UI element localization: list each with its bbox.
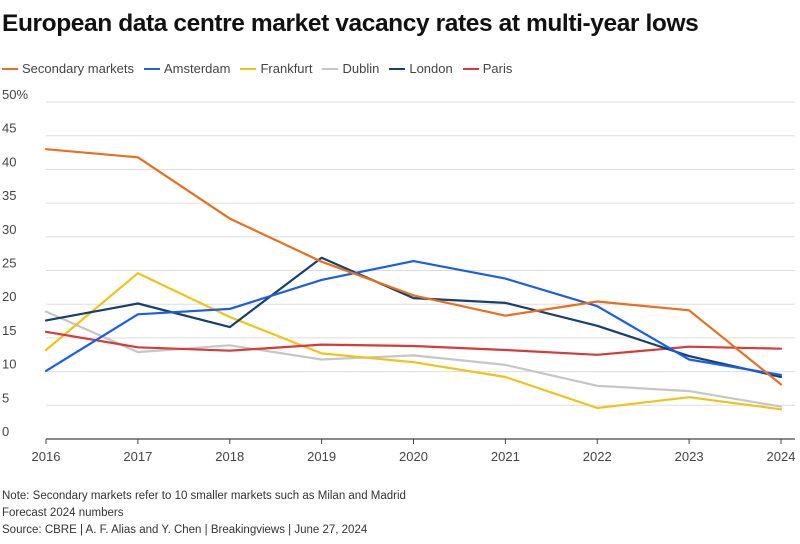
x-tick-label-2017: 2017: [123, 449, 152, 464]
legend-swatch-frankfurt: [240, 67, 257, 70]
x-tick-label-2018: 2018: [215, 449, 244, 464]
x-tick-label-2020: 2020: [399, 449, 428, 464]
legend-item-london: London: [389, 61, 453, 76]
legend-item-secondary-markets: Secondary markets: [2, 61, 134, 76]
legend-label-amsterdam: Amsterdam: [164, 61, 231, 76]
forecast-note: Forecast 2024 numbers: [2, 507, 124, 519]
x-tick-label-2019: 2019: [307, 449, 336, 464]
legend-label-dublin: Dublin: [342, 61, 380, 76]
series-line-frankfurt: [44, 272, 783, 411]
legend-swatch-london: [389, 67, 406, 70]
y-tick-labels: 0 5 10 15 20 25 30 35 40 45 50%: [2, 87, 28, 439]
x-tick-label-2021: 2021: [491, 449, 520, 464]
grid-layer: [46, 101, 795, 440]
series-line-amsterdam: [44, 260, 783, 377]
series-lines: [44, 148, 783, 411]
legend-item-paris: Paris: [462, 61, 513, 76]
footnote: Note: Secondary markets refer to 10 smal…: [2, 490, 406, 502]
legend-swatch-dublin: [322, 67, 339, 70]
chart-title: European data centre market vacancy rate…: [2, 10, 699, 37]
x-tick-label-2024: 2024: [767, 449, 796, 464]
legend-label-frankfurt: Frankfurt: [260, 61, 313, 76]
notes: Note: Secondary markets refer to 10 smal…: [2, 488, 406, 539]
y-tick-label-35: 35: [2, 188, 16, 203]
y-tick-label-0: 0: [2, 424, 9, 439]
legend: Secondary markets Amsterdam Frankfurt Du…: [2, 61, 522, 76]
y-tick-label-30: 30: [2, 222, 16, 237]
series-line-paris: [44, 330, 783, 356]
legend-swatch-paris: [462, 67, 479, 70]
y-tick-label-50: 50%: [2, 87, 28, 102]
y-tick-label-40: 40: [2, 154, 16, 169]
y-tick-label-25: 25: [2, 256, 16, 271]
y-tick-label-15: 15: [2, 323, 16, 338]
series-line-secondary-markets: [44, 148, 783, 386]
x-tick-label-2023: 2023: [675, 449, 704, 464]
legend-label-paris: Paris: [482, 61, 513, 76]
legend-item-amsterdam: Amsterdam: [144, 61, 230, 76]
y-tick-label-5: 5: [2, 390, 9, 405]
x-tick-labels: 2016 2017 2018 2019 2020 2021 2022 2023 2024: [32, 439, 796, 464]
legend-label-secondary-markets: Secondary markets: [22, 61, 134, 76]
x-tick-label-2016: 2016: [32, 449, 61, 464]
y-tick-label-45: 45: [2, 121, 16, 136]
series-line-dublin: [44, 310, 783, 408]
legend-item-frankfurt: Frankfurt: [240, 61, 312, 76]
legend-item-dublin: Dublin: [322, 61, 379, 76]
source-line: Source: CBRE | A. F. Alias and Y. Chen |…: [2, 524, 368, 536]
legend-label-london: London: [409, 61, 453, 76]
x-tick-label-2022: 2022: [583, 449, 612, 464]
series-line-london: [44, 256, 783, 379]
legend-swatch-amsterdam: [144, 67, 160, 70]
y-tick-label-10: 10: [2, 357, 16, 372]
y-tick-label-20: 20: [2, 289, 16, 304]
legend-swatch-secondary-markets: [2, 67, 18, 70]
